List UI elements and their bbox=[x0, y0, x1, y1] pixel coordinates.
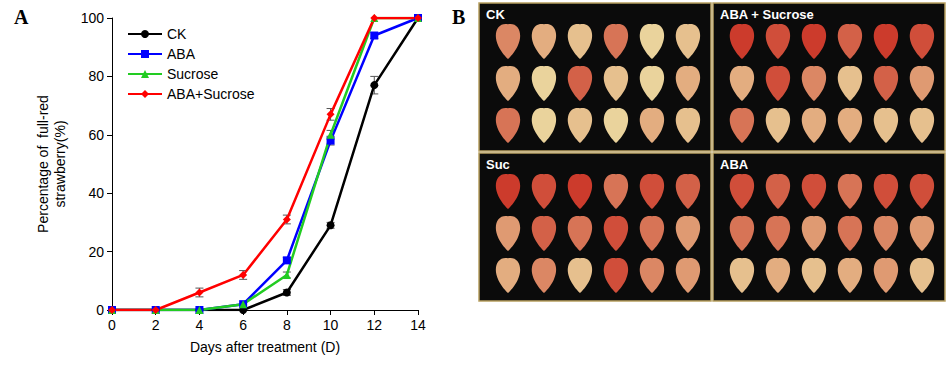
svg-text:ABA: ABA bbox=[167, 46, 196, 62]
svg-text:6: 6 bbox=[239, 317, 247, 333]
svg-text:100: 100 bbox=[81, 10, 105, 26]
svg-text:Percentage of full-red: Percentage of full-red bbox=[35, 95, 51, 233]
svg-text:Suc: Suc bbox=[486, 157, 510, 172]
svg-text:40: 40 bbox=[88, 185, 104, 201]
svg-text:14: 14 bbox=[410, 317, 426, 333]
svg-text:10: 10 bbox=[323, 317, 339, 333]
svg-text:strawberry(%): strawberry(%) bbox=[52, 120, 68, 207]
svg-text:0: 0 bbox=[108, 317, 116, 333]
svg-text:0: 0 bbox=[96, 302, 104, 318]
svg-text:CK: CK bbox=[167, 26, 187, 42]
svg-text:2: 2 bbox=[152, 317, 160, 333]
svg-text:8: 8 bbox=[283, 317, 291, 333]
svg-text:12: 12 bbox=[366, 317, 382, 333]
html-text:A: A bbox=[14, 6, 29, 28]
svg-text:Days after treatment (D): Days after treatment (D) bbox=[190, 339, 340, 355]
svg-text:80: 80 bbox=[88, 68, 104, 84]
svg-text:CK: CK bbox=[486, 7, 505, 22]
svg-text:20: 20 bbox=[88, 244, 104, 260]
svg-text:ABA+Sucrose: ABA+Sucrose bbox=[167, 86, 255, 102]
svg-text:4: 4 bbox=[196, 317, 204, 333]
svg-text:ABA + Sucrose: ABA + Sucrose bbox=[720, 7, 814, 22]
html-text:B: B bbox=[452, 6, 466, 28]
svg-text:Sucrose: Sucrose bbox=[167, 66, 219, 82]
svg-text:ABA: ABA bbox=[720, 157, 749, 172]
svg-text:60: 60 bbox=[88, 127, 104, 143]
